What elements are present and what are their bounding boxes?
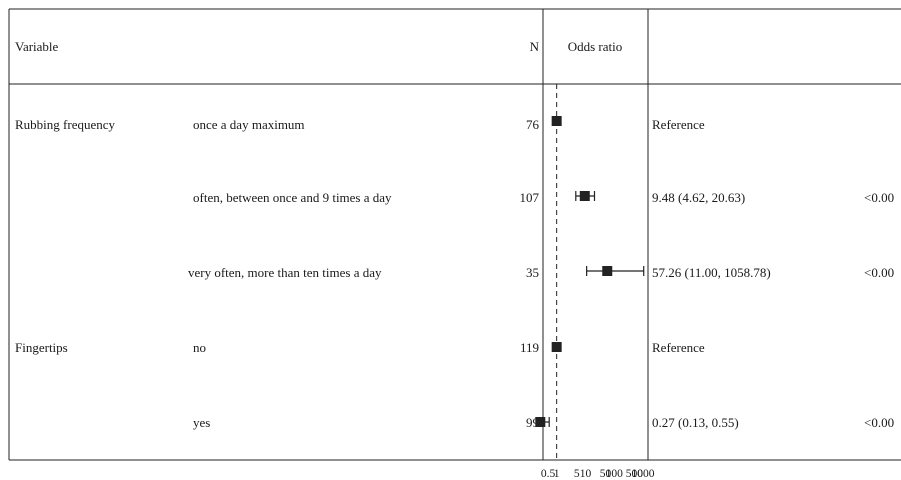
estimate-box — [551, 116, 562, 126]
row-estimate-label: Reference — [652, 117, 705, 132]
estimate-box — [579, 191, 590, 201]
x-tick-label: 5 — [574, 468, 580, 480]
row-n: 76 — [526, 117, 540, 132]
row-3: very often, more than ten times a day 35… — [188, 265, 894, 280]
row-level: no — [193, 340, 206, 355]
x-tick-label: 1 — [554, 468, 560, 480]
x-tick-label: 1000 — [632, 468, 655, 480]
row-p-value: <0.00 — [864, 415, 894, 430]
row-level: yes — [193, 415, 210, 430]
row-p-value: <0.00 — [864, 265, 894, 280]
header-effect: Odds ratio — [568, 39, 623, 54]
row-level: very often, more than ten times a day — [188, 265, 382, 280]
plot-marks — [535, 116, 645, 427]
row-estimate-label: 0.27 (0.13, 0.55) — [652, 415, 739, 430]
x-tick-label: 50 — [600, 468, 612, 480]
table-frame — [8, 8, 901, 461]
row-level: once a day maximum — [193, 117, 305, 132]
x-tick-label: 500 — [626, 468, 644, 480]
row-n: 119 — [520, 340, 539, 355]
row-estimate-label: Reference — [652, 340, 705, 355]
estimate-box — [535, 417, 546, 427]
row-p-value: <0.00 — [864, 190, 894, 205]
x-tick-label: 10 — [580, 468, 592, 480]
row-5: yes 99 0.27 (0.13, 0.55) <0.00 — [193, 415, 894, 430]
row-level: often, between once and 9 times a day — [193, 190, 392, 205]
row-1: Rubbing frequency once a day maximum 76 … — [15, 117, 705, 132]
header-variable: Variable — [15, 39, 59, 54]
row-n: 107 — [520, 190, 540, 205]
x-tick-label: 0.5 — [541, 468, 556, 480]
estimate-box — [551, 342, 562, 352]
row-estimate-label: 9.48 (4.62, 20.63) — [652, 190, 745, 205]
row-4: Fingertips no 119 Reference — [15, 340, 705, 355]
estimate-box — [602, 266, 613, 276]
row-variable: Rubbing frequency — [15, 117, 116, 132]
row-2: often, between once and 9 times a day 10… — [193, 190, 894, 205]
header-n: N — [530, 39, 540, 54]
row-n: 35 — [526, 265, 539, 280]
row-estimate-label: 57.26 (11.00, 1058.78) — [652, 265, 771, 280]
x-tick-label: 100 — [606, 468, 624, 480]
row-variable: Fingertips — [15, 340, 68, 355]
